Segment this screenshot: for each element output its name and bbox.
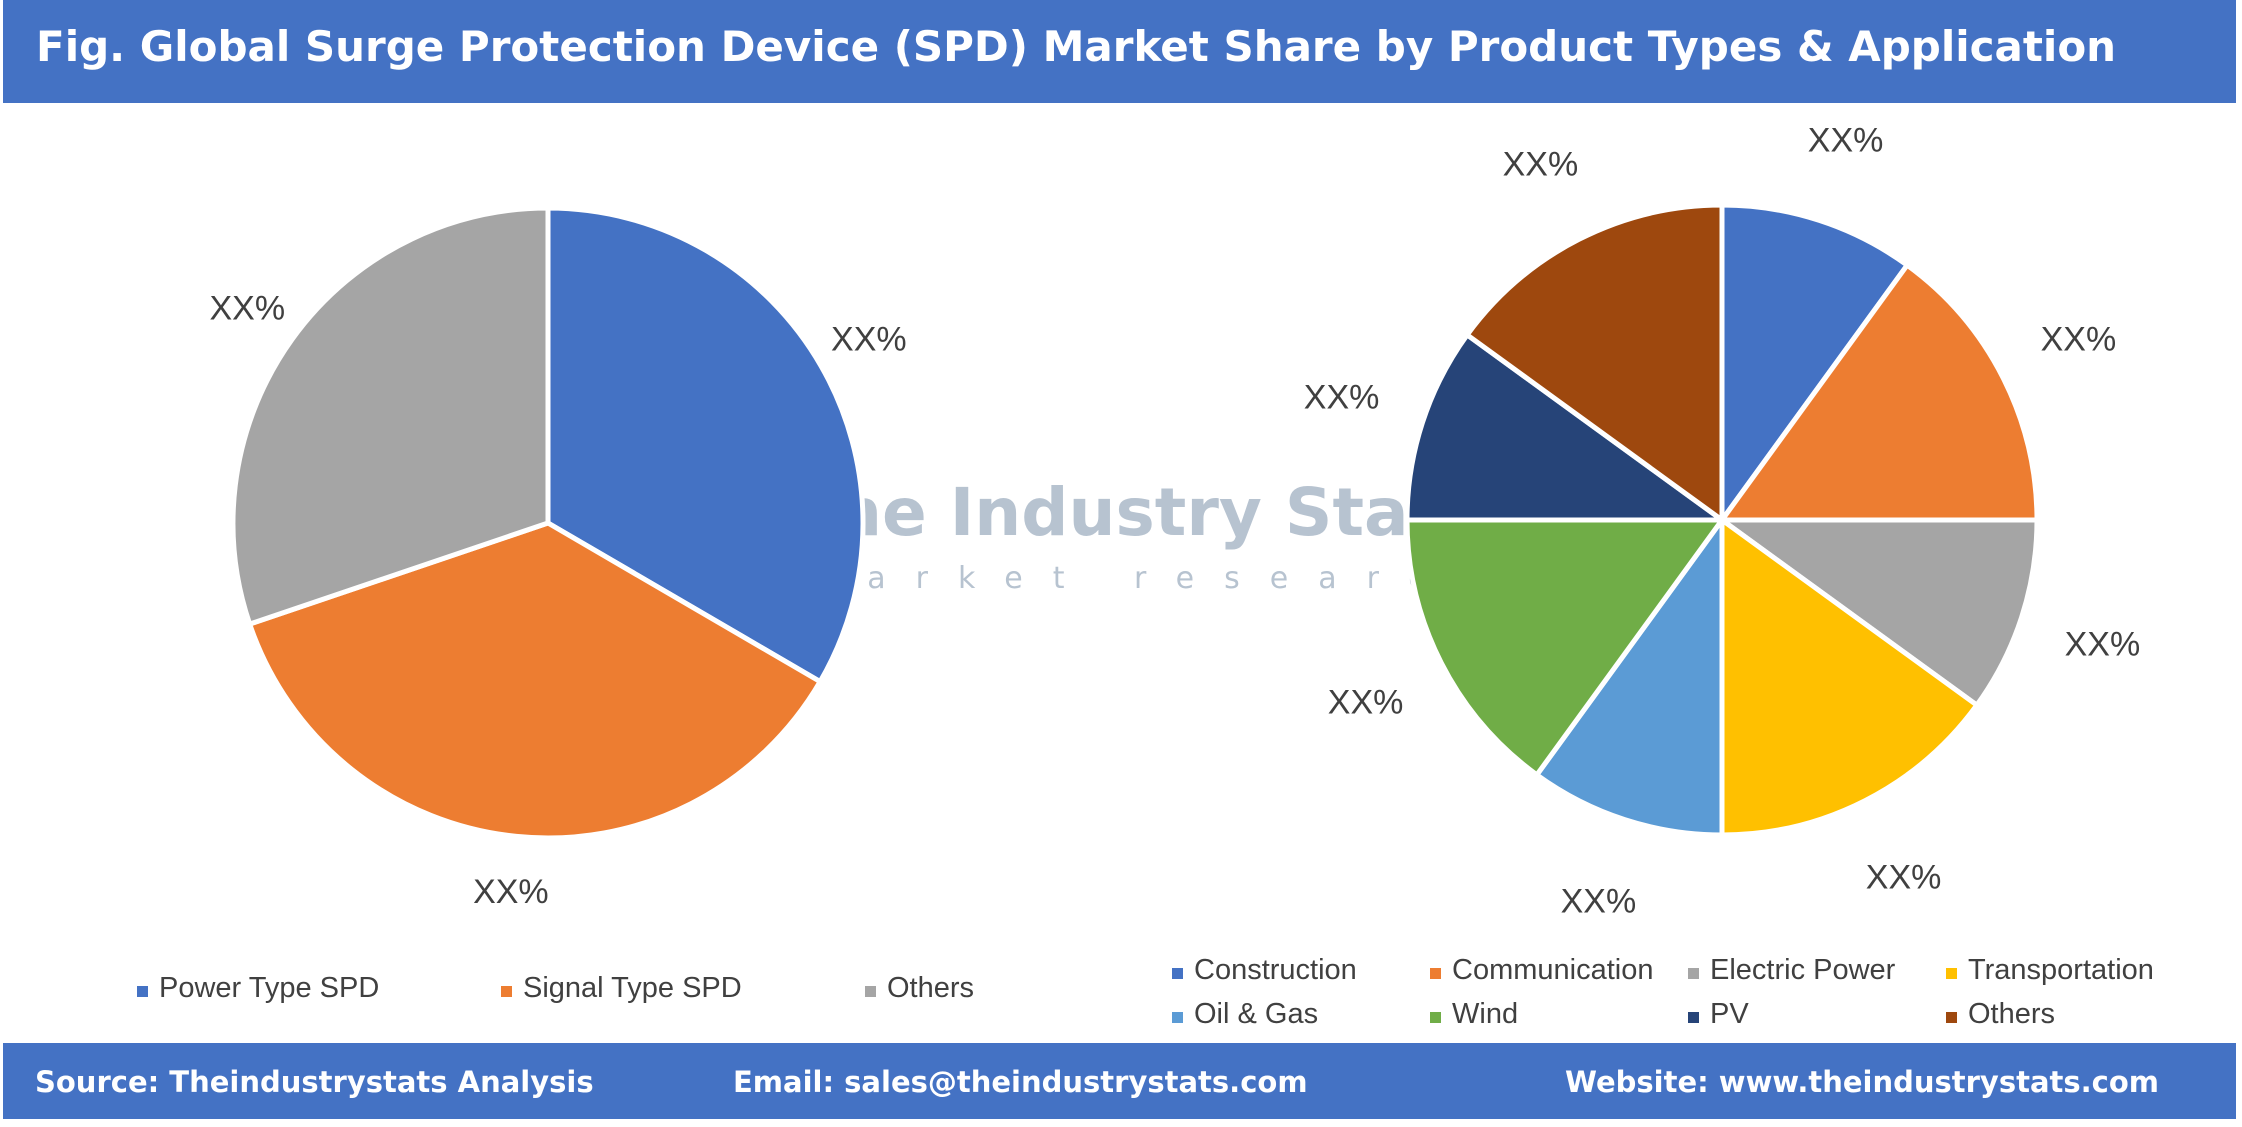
legend-marker-signal-type-spd	[501, 986, 512, 997]
data-label-communication: XX%	[2041, 320, 2117, 358]
pie-chart-2: XX% XX% XX% XX% XX% XX% XX% XX%	[1304, 122, 2140, 921]
pie-slice-electric-power	[1714, 517, 2040, 709]
data-label-transportation: XX%	[1866, 858, 1942, 896]
data-label-others: XX%	[1503, 146, 1579, 184]
legend-label-others: Others	[1968, 998, 2055, 1030]
legend-label-others: Others	[887, 972, 974, 1004]
pie-slice-communication	[1717, 261, 2040, 523]
legend-label-wind: Wind	[1452, 998, 1518, 1030]
legend-marker-electric-power	[1688, 968, 1699, 979]
pie-slice-wind	[1404, 517, 1727, 779]
data-label-wind: XX%	[1328, 684, 1404, 722]
data-label-oil-gas: XX%	[1561, 882, 1637, 920]
chart-title: Fig. Global Surge Protection Device (SPD…	[36, 22, 2117, 71]
legend-label-oil-gas: Oil & Gas	[1194, 998, 1318, 1030]
legend-marker-wind	[1430, 1012, 1441, 1023]
watermark-name: The Industry Stats	[790, 474, 1479, 551]
legend-label-electric-power: Electric Power	[1710, 954, 1896, 986]
title-bar: Fig. Global Surge Protection Device (SPD…	[3, 0, 2236, 103]
legend-marker-oil-gas	[1172, 1012, 1183, 1023]
legend-marker-construction	[1172, 968, 1183, 979]
email-text: Email: sales@theindustrystats.com	[733, 1065, 1308, 1099]
pie-chart-1: XX% XX% XX%	[210, 205, 907, 911]
pie-slice-signal-type-spd	[246, 520, 824, 841]
legend-label-transportation: Transportation	[1968, 954, 2154, 986]
pie-slice-construction	[1719, 202, 1911, 528]
pie-slice-oil-gas	[1533, 512, 1725, 838]
legend-marker-pv	[1688, 1012, 1699, 1023]
watermark-tagline: market research	[808, 561, 1504, 596]
pie-slice-transportation	[1719, 515, 1981, 838]
data-label-electric-power: XX%	[2065, 626, 2141, 664]
footer-bar: Source: Theindustrystats Analysis Email:…	[3, 1043, 2236, 1119]
legend-label-pv: PV	[1710, 998, 1749, 1030]
legend-marker-transportation	[1946, 968, 1957, 979]
legend-label-power-type-spd: Power Type SPD	[159, 972, 379, 1004]
legend-marker-communication	[1430, 968, 1441, 979]
pie-slice-others	[1463, 202, 1725, 525]
legend-marker-others	[865, 986, 876, 997]
website-text: Website: www.theindustrystats.com	[1565, 1065, 2160, 1099]
data-label-power-type-spd: XX%	[831, 321, 907, 359]
data-label-others: XX%	[210, 289, 286, 327]
legend-marker-others	[1946, 1012, 1957, 1023]
legend-1: Power Type SPD Signal Type SPD Others	[137, 972, 974, 1004]
source-text: Source: Theindustrystats Analysis	[35, 1065, 594, 1099]
legend-2: Construction Communication Electric Power T…	[1172, 954, 2154, 1030]
data-label-construction: XX%	[1808, 122, 1884, 160]
legend-label-signal-type-spd: Signal Type SPD	[523, 972, 742, 1004]
legend-marker-power-type-spd	[137, 986, 148, 997]
pie-slice-power-type-spd	[545, 205, 866, 686]
pie-slice-pv	[1404, 331, 1730, 523]
legend-label-communication: Communication	[1452, 954, 1653, 986]
legend-label-construction: Construction	[1194, 954, 1357, 986]
data-label-signal-type-spd: XX%	[473, 873, 549, 911]
pie-slice-others	[230, 205, 551, 628]
data-label-pv: XX%	[1304, 378, 1380, 416]
